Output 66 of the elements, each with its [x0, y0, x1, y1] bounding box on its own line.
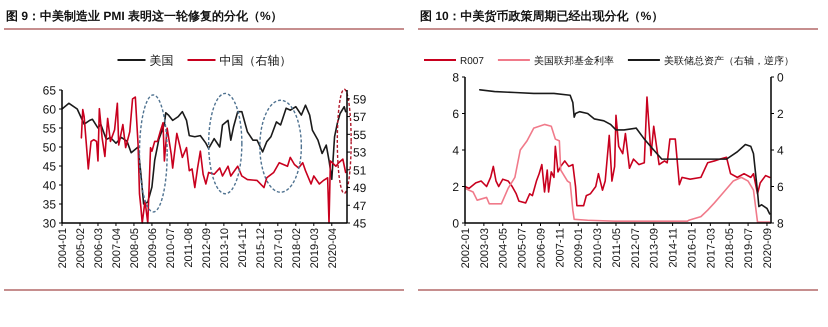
- y2-tick-label: 55: [353, 128, 367, 142]
- legend-label: 中国（右轴）: [220, 54, 292, 68]
- x-tick-label: 2014-11: [668, 228, 680, 268]
- y-tick-label: 6: [452, 107, 460, 121]
- x-tick-label: 2017-01: [272, 228, 285, 268]
- x-tick-label: 2012-07: [630, 228, 642, 268]
- x-tick-label: 2013-09: [648, 228, 661, 268]
- x-tick-label: 2002-01: [460, 228, 472, 268]
- y2-tick-label: 59: [353, 92, 367, 106]
- x-tick-label: 2011-05: [610, 228, 623, 268]
- x-tick-label: 2014-11: [236, 228, 249, 268]
- x-tick-label: 2015-12: [254, 228, 267, 268]
- x-tick-label: 2009-01: [573, 228, 586, 268]
- y2-tick-label: 0: [777, 70, 784, 84]
- y2-tick-label: 53: [353, 146, 367, 160]
- y2-tick-label: 47: [353, 198, 367, 213]
- legend-label: 美国: [150, 54, 174, 68]
- chart-title: 图 9：中美制造业 PMI 表明这一轮修复的分化（%）: [6, 9, 283, 23]
- x-tick-label: 2007-04: [110, 228, 123, 268]
- x-tick-label: 2007-11: [554, 228, 566, 268]
- chart-title: 图 10：中美货币政策周期已经出现分化（%）: [420, 9, 664, 23]
- x-tick-label: 2019-03: [308, 228, 321, 268]
- x-tick-label: 2018-05: [724, 228, 736, 268]
- x-tick-label: 2011-08: [182, 228, 195, 268]
- y-tick-label: 8: [452, 70, 460, 84]
- y-tick-label: 65: [42, 84, 56, 98]
- x-tick-label: 2003-03: [478, 228, 491, 268]
- x-tick-label: 2006-09: [535, 228, 548, 268]
- y-tick-label: 40: [42, 178, 56, 192]
- y-tick-label: 30: [42, 216, 56, 230]
- x-tick-label: 2020-04: [326, 228, 339, 268]
- x-tick-label: 2004-05: [498, 228, 510, 268]
- x-tick-label: 2004-01: [57, 228, 69, 268]
- x-tick-label: 2018-02: [290, 228, 303, 268]
- y2-tick-label: 4: [777, 144, 784, 158]
- y2-tick-label: 8: [777, 216, 784, 230]
- x-tick-label: 2010-07: [164, 228, 177, 268]
- x-tick-label: 2016-01: [686, 228, 698, 268]
- y2-tick-label: 45: [353, 216, 367, 230]
- y-tick-label: 0: [452, 216, 460, 230]
- x-tick-label: 2020-09: [762, 228, 774, 268]
- y-tick-label: 4: [452, 144, 460, 158]
- x-tick-label: 2009-06: [146, 228, 159, 268]
- x-tick-label: 2005-02: [74, 228, 87, 268]
- x-tick-label: 2005-07: [516, 228, 529, 268]
- y2-tick-label: 6: [777, 180, 784, 194]
- legend-label: 美国联邦基金利率: [534, 54, 614, 67]
- y-tick-label: 55: [42, 122, 56, 136]
- legend-label: 美联储总资产（右轴，逆序）: [664, 54, 794, 67]
- y-tick-label: 35: [42, 198, 56, 212]
- legend-label: R007: [460, 56, 484, 67]
- x-tick-label: 2012-09: [200, 228, 213, 268]
- x-tick-label: 2006-03: [92, 228, 105, 268]
- y2-tick-label: 49: [353, 181, 367, 196]
- y2-tick-label: 2: [777, 107, 784, 121]
- y-tick-label: 2: [452, 180, 460, 194]
- x-tick-label: 2013-10: [218, 228, 231, 268]
- y-tick-label: 60: [42, 102, 56, 116]
- y2-tick-label: 57: [353, 110, 367, 124]
- x-tick-label: 2019-07: [743, 228, 756, 268]
- x-tick-label: 2010-03: [592, 228, 604, 268]
- y-tick-label: 50: [42, 140, 56, 154]
- y2-tick-label: 51: [353, 163, 367, 178]
- y-tick-label: 45: [42, 160, 56, 174]
- x-tick-label: 2008-05: [128, 228, 141, 268]
- x-tick-label: 2017-03: [705, 228, 718, 268]
